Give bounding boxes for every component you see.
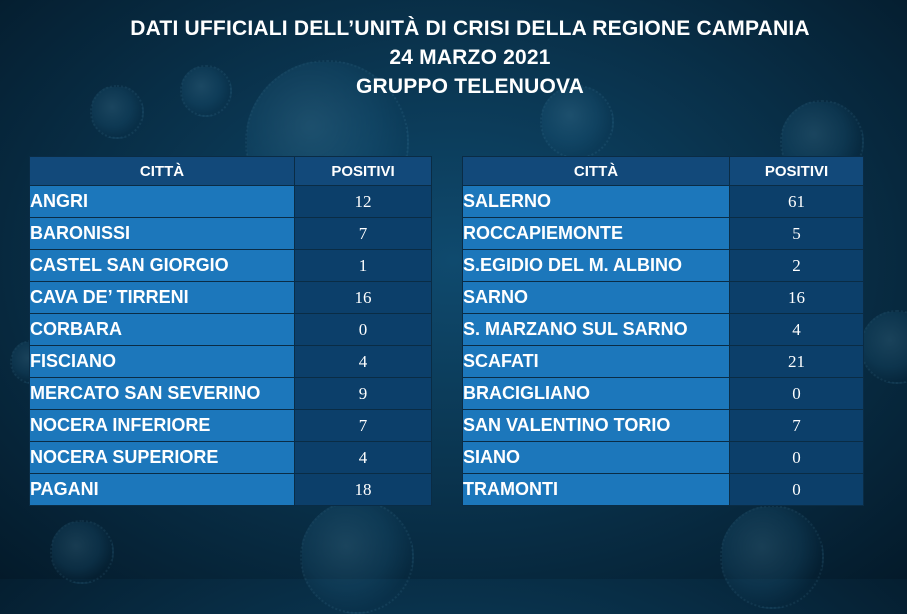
- virus-decoration: [90, 85, 144, 139]
- table-row: PAGANI 18: [29, 473, 432, 506]
- positivi-cell: 7: [729, 409, 864, 442]
- table-row: NOCERA SUPERIORE 4: [29, 441, 432, 474]
- table-row: ROCCAPIEMONTE 5: [462, 217, 864, 250]
- positivi-cell: 16: [729, 281, 864, 314]
- virus-decoration: [720, 505, 824, 609]
- positivi-cell: 7: [294, 409, 432, 442]
- table-row: SALERNO 61: [462, 185, 864, 218]
- positivi-cell: 2: [729, 249, 864, 282]
- city-cell: BRACIGLIANO: [462, 377, 730, 410]
- column-header-positivi: POSITIVI: [729, 156, 864, 186]
- column-header-positivi: POSITIVI: [294, 156, 432, 186]
- positivi-cell: 0: [729, 377, 864, 410]
- city-cell: CASTEL SAN GIORGIO: [29, 249, 295, 282]
- city-cell: TRAMONTI: [462, 473, 730, 506]
- positivi-cell: 4: [729, 313, 864, 346]
- positivi-cell: 4: [294, 441, 432, 474]
- city-cell: ANGRI: [29, 185, 295, 218]
- virus-decoration: [180, 65, 232, 117]
- city-cell: SCAFATI: [462, 345, 730, 378]
- positivi-cell: 4: [294, 345, 432, 378]
- table-row: S.EGIDIO DEL M. ALBINO 2: [462, 249, 864, 282]
- left-table: CITTÀ POSITIVI ANGRI 12 BARONISSI 7 CASTEL…: [29, 156, 432, 506]
- city-cell: BARONISSI: [29, 217, 295, 250]
- table-row: FISCIANO 4: [29, 345, 432, 378]
- table-row: CORBARA 0: [29, 313, 432, 346]
- city-cell: NOCERA SUPERIORE: [29, 441, 295, 474]
- header-title: DATI UFFICIALI DELL’UNITÀ DI CRISI DELLA…: [130, 17, 810, 40]
- table-row: MERCATO SAN SEVERINO 9: [29, 377, 432, 410]
- positivi-cell: 18: [294, 473, 432, 506]
- city-cell: SARNO: [462, 281, 730, 314]
- table-row: ANGRI 12: [29, 185, 432, 218]
- positivi-cell: 0: [294, 313, 432, 346]
- table-header-row: CITTÀ POSITIVI: [462, 156, 864, 186]
- virus-decoration: [300, 500, 414, 614]
- table-row: SAN VALENTINO TORIO 7: [462, 409, 864, 442]
- city-cell: SIANO: [462, 441, 730, 474]
- positivi-cell: 1: [294, 249, 432, 282]
- column-header-city: CITTÀ: [29, 156, 295, 186]
- city-cell: SAN VALENTINO TORIO: [462, 409, 730, 442]
- header-group: GRUPPO TELENUOVA: [356, 75, 584, 98]
- table-row: BRACIGLIANO 0: [462, 377, 864, 410]
- virus-decoration: [50, 520, 114, 584]
- positivi-cell: 16: [294, 281, 432, 314]
- city-cell: MERCATO SAN SEVERINO: [29, 377, 295, 410]
- positivi-cell: 5: [729, 217, 864, 250]
- column-header-city: CITTÀ: [462, 156, 730, 186]
- positivi-cell: 0: [729, 441, 864, 474]
- table-row: BARONISSI 7: [29, 217, 432, 250]
- table-row: SIANO 0: [462, 441, 864, 474]
- city-cell: NOCERA INFERIORE: [29, 409, 295, 442]
- table-header-row: CITTÀ POSITIVI: [29, 156, 432, 186]
- table-row: CASTEL SAN GIORGIO 1: [29, 249, 432, 282]
- table-row: TRAMONTI 0: [462, 473, 864, 506]
- positivi-cell: 0: [729, 473, 864, 506]
- page-header: DATI UFFICIALI DELL’UNITÀ DI CRISI DELLA…: [0, 14, 907, 101]
- city-cell: CORBARA: [29, 313, 295, 346]
- positivi-cell: 7: [294, 217, 432, 250]
- positivi-cell: 21: [729, 345, 864, 378]
- city-cell: S. MARZANO SUL SARNO: [462, 313, 730, 346]
- virus-decoration: [860, 310, 907, 384]
- city-cell: SALERNO: [462, 185, 730, 218]
- table-row: SCAFATI 21: [462, 345, 864, 378]
- city-cell: PAGANI: [29, 473, 295, 506]
- virus-decoration: [540, 85, 614, 159]
- header-date: 24 MARZO 2021: [389, 46, 551, 69]
- city-cell: ROCCAPIEMONTE: [462, 217, 730, 250]
- positivi-cell: 12: [294, 185, 432, 218]
- positivi-cell: 9: [294, 377, 432, 410]
- positivi-cell: 61: [729, 185, 864, 218]
- city-cell: FISCIANO: [29, 345, 295, 378]
- city-cell: CAVA DE’ TIRRENI: [29, 281, 295, 314]
- right-table: CITTÀ POSITIVI SALERNO 61 ROCCAPIEMONTE 5 …: [462, 156, 864, 506]
- table-row: S. MARZANO SUL SARNO 4: [462, 313, 864, 346]
- table-row: SARNO 16: [462, 281, 864, 314]
- city-cell: S.EGIDIO DEL M. ALBINO: [462, 249, 730, 282]
- table-row: CAVA DE’ TIRRENI 16: [29, 281, 432, 314]
- table-row: NOCERA INFERIORE 7: [29, 409, 432, 442]
